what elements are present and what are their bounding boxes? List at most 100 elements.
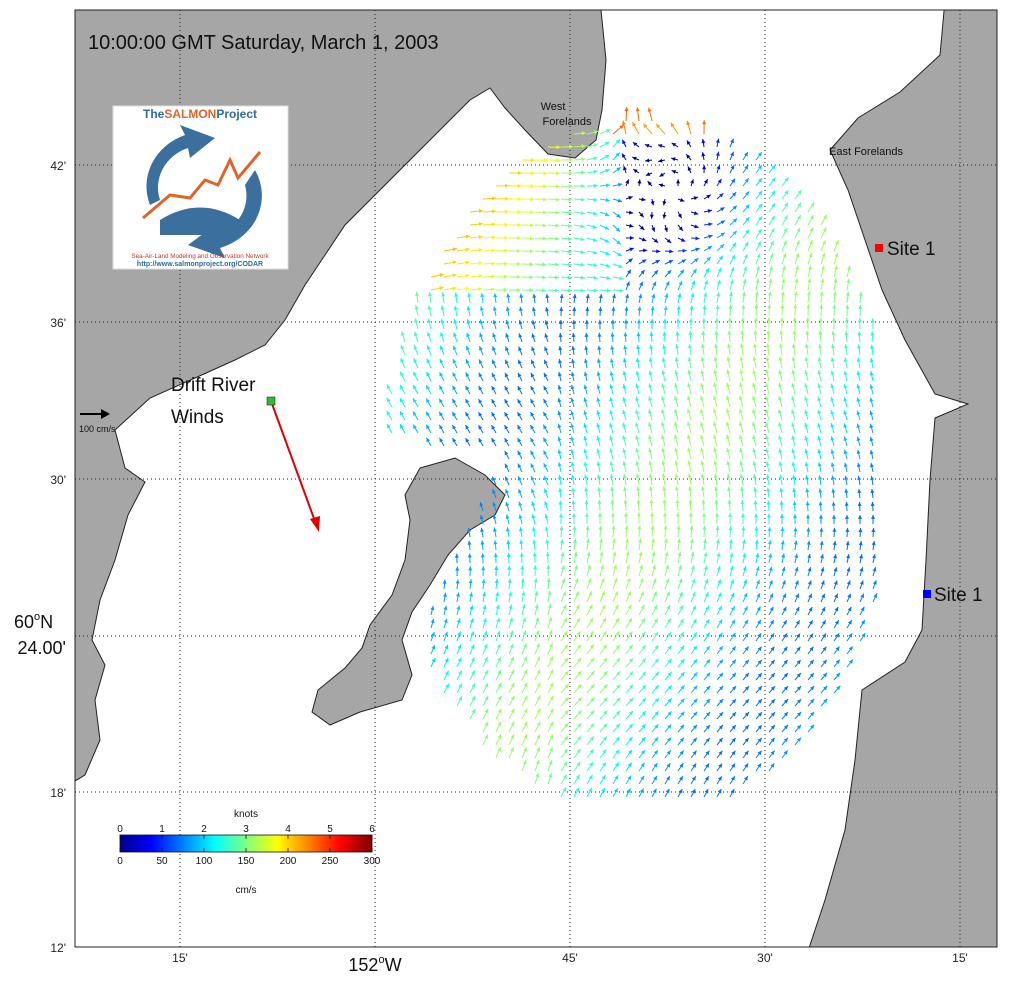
current-vector-head (701, 152, 706, 157)
current-vector-head (626, 564, 631, 570)
current-vector-head (833, 278, 838, 283)
current-vector-head (611, 306, 616, 311)
current-vector-head (609, 358, 614, 363)
current-vector-head (452, 286, 457, 291)
current-vector-head (687, 395, 691, 401)
current-vector-head (531, 346, 535, 352)
current-vector-head (693, 211, 699, 215)
current-vector-head (744, 737, 749, 743)
current-vector-head (726, 460, 731, 466)
current-vector-head (848, 659, 853, 664)
current-vector-head (517, 171, 522, 176)
current-vector-head (808, 593, 812, 599)
current-vector-head (844, 344, 849, 349)
current-vector-head (452, 345, 457, 351)
current-vector-head (570, 397, 575, 403)
current-vector-head (744, 686, 750, 691)
current-vector-head (731, 254, 736, 260)
current-vector-head (783, 659, 788, 665)
current-vector-head (843, 410, 848, 415)
current-vector-head (702, 165, 707, 170)
current-vector-head (546, 564, 551, 570)
current-vector-head (857, 501, 862, 506)
current-vector-head (641, 197, 646, 202)
current-vector-head (795, 620, 800, 625)
current-vector-head (615, 736, 620, 742)
current-vector-head (703, 565, 708, 570)
current-vector-head (765, 382, 770, 388)
current-vector-head (572, 525, 577, 531)
current-vector-head (478, 248, 483, 253)
current-vector-head (602, 617, 607, 623)
current-vector-head (479, 332, 484, 338)
current-vector-head (744, 712, 749, 717)
current-vector-head (729, 552, 734, 557)
current-vector-head (743, 606, 748, 611)
current-vector-head (805, 514, 810, 519)
current-vector-head (778, 435, 783, 440)
current-vector-head (652, 578, 657, 583)
current-vector-head (771, 190, 776, 195)
current-vector-head (739, 395, 743, 401)
current-vector-head (400, 384, 404, 390)
current-vector-head (700, 356, 705, 362)
current-vector-head (530, 184, 535, 189)
current-vector-head (741, 539, 746, 544)
current-vector-head (713, 343, 718, 348)
current-vector-head (730, 165, 735, 170)
current-vector-head (597, 345, 602, 350)
current-vector-head (598, 306, 603, 311)
lon-label: 15' (172, 951, 188, 965)
current-vector-head (835, 633, 840, 638)
current-vector-head (769, 606, 774, 612)
current-vector-head (544, 320, 549, 325)
current-vector-head (791, 448, 796, 454)
current-vector-head (716, 552, 721, 557)
current-vector-head (629, 235, 634, 240)
current-vector-head (649, 499, 654, 504)
current-vector-head (506, 293, 511, 298)
current-vector-head (549, 656, 554, 661)
current-vector-head (426, 398, 430, 403)
current-vector-head (808, 606, 813, 612)
current-vector-head (649, 214, 654, 219)
current-vector-head (635, 370, 640, 376)
wind-arrow (270, 400, 317, 525)
current-vector-head (627, 762, 632, 768)
current-vector-head (821, 606, 826, 612)
current-vector-head (482, 592, 487, 597)
current-vector-head (794, 580, 799, 585)
current-vector-head (765, 435, 770, 440)
current-vector-head (817, 383, 822, 388)
current-vector-head (678, 280, 683, 286)
current-vector-head (766, 487, 771, 492)
current-vector-head (439, 398, 443, 404)
current-vector-head (614, 604, 619, 610)
colorbar-tick-label: 100 (196, 856, 213, 867)
current-vector-head (692, 268, 697, 274)
current-vector-head (796, 711, 802, 717)
current-vector-head (751, 408, 756, 414)
current-vector-head (718, 659, 724, 664)
current-vector-head (465, 273, 470, 278)
current-vector-head (856, 462, 861, 468)
current-vector-head (671, 170, 677, 174)
current-vector-head (471, 683, 476, 688)
current-vector-head (740, 317, 745, 322)
current-vector-head (457, 657, 462, 662)
current-vector-head (805, 488, 810, 493)
current-vector-head (571, 513, 576, 518)
current-vector-head (757, 241, 761, 246)
current-vector-head (492, 319, 497, 325)
current-vector-head (548, 630, 553, 635)
current-vector-head (596, 371, 601, 376)
current-vector-head (618, 264, 623, 269)
current-vector-head (602, 762, 606, 767)
current-vector-head (575, 604, 580, 610)
logo-url: http://www.salmonproject.org/CODAR (137, 261, 263, 268)
current-vector-head (544, 513, 549, 519)
current-vector-head (600, 564, 605, 570)
site-label: Site 1 (887, 239, 936, 260)
current-vector-head (755, 278, 760, 284)
current-vector-head (544, 333, 549, 338)
